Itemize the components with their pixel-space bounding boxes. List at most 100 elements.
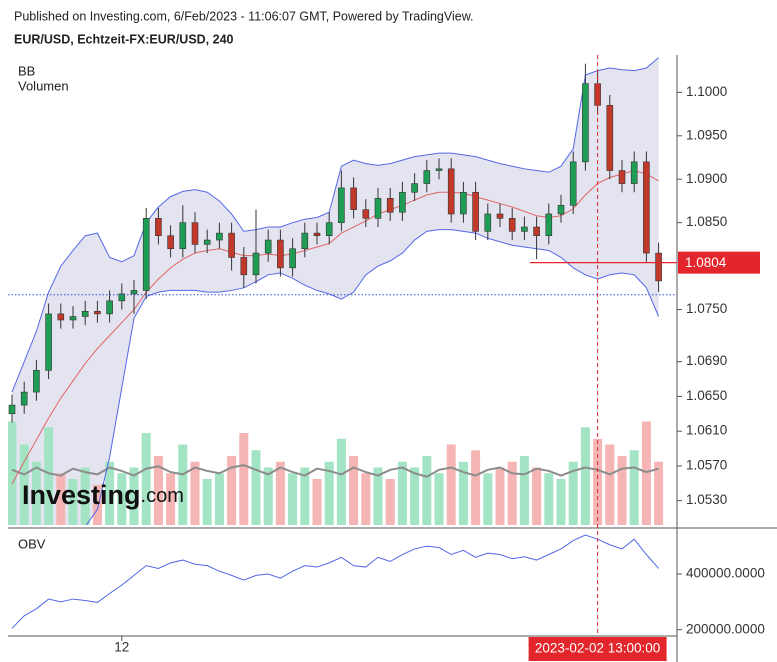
candle-body <box>118 293 126 302</box>
volume-bar <box>202 479 212 525</box>
volume-bar <box>593 438 603 525</box>
volume-bar <box>580 427 590 525</box>
volume-bar <box>80 467 90 525</box>
legend-bb: BB <box>18 63 35 78</box>
volume-bar <box>629 450 639 525</box>
candle-body <box>325 222 333 237</box>
y-tick-label: 1.0690 <box>686 353 727 368</box>
obv-pane <box>11 534 659 629</box>
candle-body <box>216 232 223 241</box>
candle-body <box>606 105 614 171</box>
candle-body <box>374 198 382 219</box>
volume-bar <box>654 461 664 525</box>
volume-bar <box>214 473 224 525</box>
candle-body <box>545 213 553 237</box>
y-tick-label: 200000.0000 <box>686 621 765 636</box>
volume-bar <box>275 461 285 525</box>
candle-body <box>569 161 577 206</box>
candle-body <box>533 226 540 237</box>
volume-bar <box>434 473 444 525</box>
volume-bar <box>141 433 151 525</box>
legend-volume: Volumen <box>18 78 69 93</box>
volume-bar <box>361 473 371 525</box>
volume-bar <box>105 461 115 525</box>
candle-body <box>655 252 662 282</box>
bb-lower <box>85 229 660 525</box>
y-tick-label: 1.0650 <box>686 388 727 403</box>
volume-bar <box>397 461 407 525</box>
candle-body <box>508 218 516 232</box>
candle-body <box>191 222 199 245</box>
candle-body <box>167 235 174 250</box>
candle-body <box>313 232 321 237</box>
candle-body <box>81 310 89 317</box>
candle-body <box>447 168 455 215</box>
candle-body <box>338 187 345 223</box>
volume-bar <box>31 461 41 525</box>
x-tick-label: 12 <box>114 640 129 655</box>
volume-ma <box>11 464 659 478</box>
obv-line <box>11 534 659 629</box>
candle-body <box>386 198 394 213</box>
volume-bar <box>190 461 200 525</box>
volume-bar <box>483 473 493 525</box>
candle-body <box>20 391 28 406</box>
volume-bar <box>153 456 163 525</box>
published: Published on Investing.com, 6/Feb/2023 -… <box>14 9 474 23</box>
volume-bar <box>68 479 78 525</box>
volume-bar <box>227 456 237 525</box>
candle-body <box>289 248 296 269</box>
candle-body <box>155 218 162 237</box>
candle-body <box>643 161 650 254</box>
axes: 1.0804 1.1000 1.0950 1.0900 1.0850 1.0750 1.06… <box>114 84 765 661</box>
candle-body <box>496 213 504 219</box>
volume-bar <box>288 473 298 525</box>
candle-body <box>142 218 150 291</box>
candle-body <box>228 232 235 258</box>
volume-bar <box>385 479 395 525</box>
watermark: Investing.com <box>22 480 184 510</box>
candle-body <box>179 222 187 250</box>
volume-bar <box>446 444 456 525</box>
y-tick-label: 1.0850 <box>686 214 727 229</box>
candle-body <box>69 316 77 321</box>
volume-bar <box>44 427 54 525</box>
volume-bar <box>312 479 322 525</box>
volume-bar <box>519 456 529 525</box>
candle-body <box>301 232 309 250</box>
candle-body <box>94 310 101 315</box>
volume-bar <box>92 484 102 525</box>
candle-body <box>106 300 113 315</box>
volume-bar <box>324 461 334 525</box>
volume-bar <box>251 450 261 525</box>
candle-body <box>8 404 16 415</box>
candle-body <box>277 239 284 269</box>
volume-bar <box>471 450 481 525</box>
candle-body <box>582 83 589 163</box>
volume-bar <box>617 456 627 525</box>
y-tick-label: 1.0530 <box>686 492 727 507</box>
candle-body <box>33 370 40 393</box>
volume-bar <box>556 479 566 525</box>
candle-body <box>57 313 65 321</box>
volume-bar <box>495 467 505 525</box>
volume-bar <box>507 461 517 525</box>
volume-bar <box>373 467 383 525</box>
volume-bar <box>605 444 615 525</box>
candle-body <box>630 161 638 184</box>
candle-body <box>130 290 138 295</box>
y-tick-label: 1.0950 <box>686 127 727 142</box>
volume-bar <box>56 473 66 525</box>
candle-body <box>399 191 406 213</box>
legend-obv: OBV <box>18 536 46 551</box>
y-tick-label: 1.0570 <box>686 457 727 472</box>
y-tick-label: 400000.0000 <box>686 566 765 581</box>
volume-bar <box>349 456 359 525</box>
y-tick-label: 1.0900 <box>686 171 727 186</box>
chart-title: EUR/USD, Echtzeit-FX:EUR/USD, 240 <box>14 32 234 46</box>
volume-bar <box>117 473 127 525</box>
candle-body <box>484 213 492 232</box>
crosshair-price-label: 1.0804 <box>685 255 727 270</box>
bb-upper <box>11 57 659 393</box>
